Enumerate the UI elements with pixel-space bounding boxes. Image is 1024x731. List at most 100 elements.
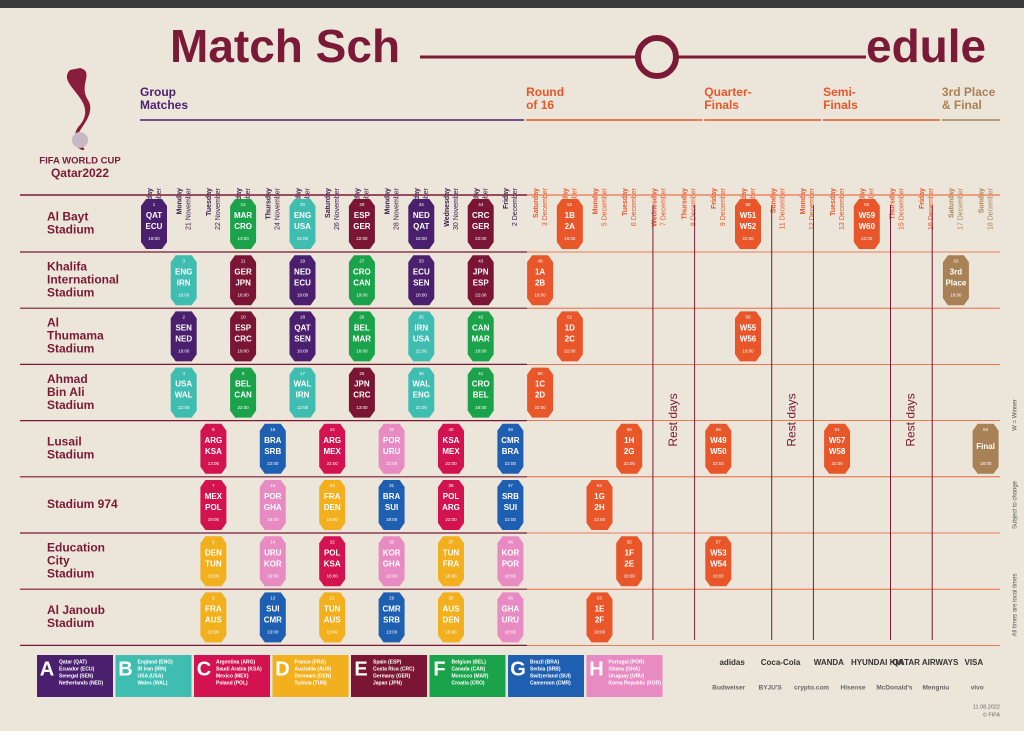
match-team: FRA: [205, 605, 222, 614]
match-time: 16:00: [178, 292, 190, 297]
match-number: 3: [182, 258, 185, 263]
match-team: TUN: [443, 548, 460, 557]
group-team: USA (USA): [138, 673, 164, 679]
group-letter: B: [118, 658, 132, 680]
match-team: W50: [710, 447, 727, 456]
match-team: URU: [264, 548, 282, 557]
match-time: 19:00: [297, 292, 309, 297]
match-team: KOR: [502, 548, 520, 557]
date-label: 9 December: [720, 187, 727, 226]
match-number: 19: [300, 258, 306, 263]
match-chip: [200, 536, 227, 587]
match-chip: [289, 199, 316, 249]
match-team: W49: [710, 436, 727, 445]
match-team: BEL: [354, 324, 370, 333]
match-chip: [735, 199, 761, 249]
date-day: Saturday: [325, 188, 332, 218]
match-number: 51: [567, 315, 573, 320]
stage-header: Semi-: [823, 85, 856, 99]
match-team: MEX: [324, 447, 342, 456]
match-number: 26: [359, 315, 365, 320]
match-chip: [467, 199, 494, 249]
date-day: Sunday: [978, 188, 985, 213]
match-time: 22:00: [505, 461, 517, 466]
match-chip: [942, 255, 969, 306]
match-time: 16:00: [297, 349, 309, 354]
match-chip: [348, 311, 375, 362]
match-chip: [616, 423, 643, 474]
top-bar: [0, 0, 1024, 8]
sponsor: McDonald's: [876, 685, 913, 692]
match-team: 2B: [535, 278, 545, 287]
sponsor: crypto.com: [794, 685, 829, 692]
match-time: 22:00: [742, 236, 754, 241]
match-chip: [497, 423, 524, 474]
match-number: 24: [330, 427, 336, 432]
match-team: 1H: [624, 436, 634, 445]
match-team: ARG: [442, 503, 460, 512]
match-team: URU: [383, 447, 401, 456]
match-team: QAT: [146, 211, 162, 220]
match-chip: [378, 423, 405, 474]
match-chip: [735, 311, 761, 362]
match-time: 18:00: [742, 349, 754, 354]
match-chip: [378, 536, 405, 587]
match-time: 22:00: [416, 405, 428, 410]
match-team: JPN: [354, 380, 370, 389]
match-chip: [200, 592, 227, 643]
match-number: 14: [270, 539, 276, 544]
match-time: 16:00: [356, 349, 368, 354]
match-team: USA: [175, 380, 192, 389]
group-team: Croatia (CRO): [452, 680, 485, 686]
match-number: 33: [419, 258, 425, 263]
group-letter: H: [589, 658, 603, 680]
match-number: 46: [508, 539, 514, 544]
match-number: 23: [330, 483, 336, 488]
sponsor: Coca-Cola: [761, 658, 801, 667]
match-chip: [319, 480, 346, 530]
match-time: 19:00: [356, 292, 368, 297]
match-team: CAN: [472, 324, 490, 333]
match-team: ECU: [146, 222, 163, 231]
match-team: 1B: [565, 211, 575, 220]
stadium-name: Thumama: [47, 329, 104, 343]
match-number: 60: [745, 202, 751, 207]
date-label: 12 December: [809, 187, 816, 230]
match-chip: [289, 311, 316, 362]
stage-header: & Final: [942, 98, 982, 112]
date-day: Monday: [177, 188, 184, 215]
match-team: W57: [829, 436, 846, 445]
match-team: WAL: [412, 380, 430, 389]
match-time: 19:00: [178, 349, 190, 354]
match-team: MAR: [472, 335, 490, 344]
sponsor: Budweiser: [712, 685, 745, 692]
logo-emblem: [72, 132, 88, 148]
match-team: DEN: [205, 548, 222, 557]
match-number: 55: [627, 539, 633, 544]
match-time: 18:00: [980, 461, 992, 466]
match-number: 1: [153, 202, 156, 207]
match-time: 16:00: [267, 573, 279, 578]
match-number: 25: [359, 371, 365, 376]
match-team: 2H: [594, 503, 604, 512]
date-day: Thursday: [266, 188, 273, 220]
match-number: 48: [508, 427, 514, 432]
match-number: 44: [478, 202, 484, 207]
match-team: WAL: [294, 380, 312, 389]
match-team: 2G: [624, 447, 635, 456]
match-number: 13: [270, 596, 276, 601]
sponsor: WANDA: [814, 658, 844, 667]
match-team: IRN: [414, 324, 428, 333]
match-team: MEX: [205, 492, 223, 501]
match-time: 18:00: [505, 630, 517, 635]
match-team: DEN: [443, 616, 460, 625]
match-number: 28: [359, 202, 365, 207]
group-team: Ecuador (ECU): [59, 666, 95, 672]
match-chip: [497, 592, 524, 643]
stage-header: Finals: [823, 98, 858, 112]
date-day: Friday: [295, 188, 302, 209]
match-number: 34: [419, 202, 425, 207]
match-chip: [824, 423, 851, 474]
match-chip: [616, 536, 643, 587]
logo-emblem: [66, 68, 91, 150]
